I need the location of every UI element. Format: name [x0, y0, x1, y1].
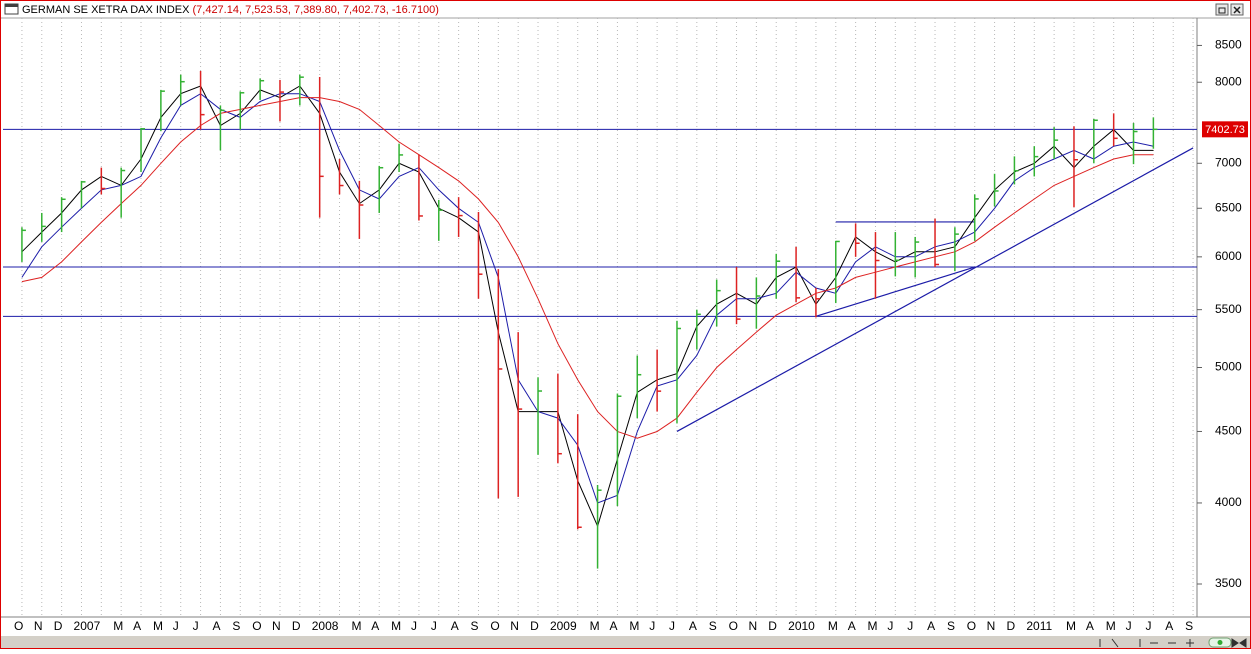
x-tick-label: A — [1086, 619, 1094, 633]
x-tick-label: J — [431, 619, 437, 633]
x-tick-label: A — [927, 619, 935, 633]
restore-button[interactable] — [1215, 3, 1229, 16]
y-tick-label: 6000 — [1215, 249, 1242, 263]
moving-average — [21, 93, 1154, 504]
x-tick-label: J — [1126, 619, 1132, 633]
title-bar — [0, 0, 1251, 19]
moving-average — [21, 97, 1154, 439]
x-tick-label: S — [947, 619, 955, 633]
x-tick-label: M — [828, 619, 838, 633]
x-tick-label: M — [629, 619, 639, 633]
y-tick-label: 8000 — [1215, 74, 1242, 88]
x-tick-label: 2007 — [74, 619, 101, 633]
x-tick-label: A — [371, 619, 379, 633]
x-tick-label: 2009 — [550, 619, 577, 633]
x-tick-label: N — [748, 619, 757, 633]
moving-average — [21, 85, 1154, 528]
x-tick-label: M — [113, 619, 123, 633]
y-tick-label: 4000 — [1215, 495, 1242, 509]
x-tick-label: O — [14, 619, 23, 633]
y-tick-label: 5500 — [1215, 302, 1242, 316]
x-tick-label: J — [193, 619, 199, 633]
price-tag — [1202, 121, 1248, 138]
y-tick-label: 3500 — [1215, 576, 1242, 590]
x-tick-label: J — [887, 619, 893, 633]
y-tick-label: 6500 — [1215, 200, 1242, 214]
x-tick-label: D — [768, 619, 777, 633]
x-tick-label: D — [1007, 619, 1016, 633]
x-tick-label: J — [669, 619, 675, 633]
x-tick-label: S — [709, 619, 717, 633]
x-tick-label: O — [252, 619, 261, 633]
restore-glyph — [1218, 7, 1226, 14]
trendline — [815, 266, 975, 317]
x-tick-label: O — [729, 619, 738, 633]
window-icon-bar — [5, 4, 18, 7]
chart-title: GERMAN SE XETRA DAX INDEX — [22, 4, 190, 16]
x-tick-label: 2011 — [1026, 619, 1052, 633]
trendline — [676, 147, 1194, 432]
x-tick-label: J — [411, 619, 417, 633]
x-tick-label: M — [1066, 619, 1076, 633]
x-tick-label: A — [1165, 619, 1173, 633]
x-tick-label: N — [34, 619, 43, 633]
x-tick-label: A — [610, 619, 618, 633]
x-tick-label: J — [1145, 619, 1151, 633]
x-tick-label: J — [649, 619, 655, 633]
x-tick-label: J — [907, 619, 913, 633]
x-tick-label: S — [1185, 619, 1193, 633]
x-tick-label: M — [1106, 619, 1116, 633]
x-tick-label: N — [272, 619, 281, 633]
x-tick-label: D — [54, 619, 63, 633]
x-tick-label: M — [351, 619, 361, 633]
toolbar-glyphs[interactable] — [1099, 638, 1247, 648]
x-tick-label: O — [490, 619, 499, 633]
x-tick-label: J — [173, 619, 179, 633]
x-tick-label: M — [590, 619, 600, 633]
x-tick-label: A — [213, 619, 221, 633]
close-glyph — [1233, 6, 1241, 14]
x-tick-label: N — [510, 619, 519, 633]
x-tick-label: M — [868, 619, 878, 633]
y-tick-label: 4500 — [1215, 424, 1242, 438]
x-tick-label: S — [471, 619, 479, 633]
x-tick-label: A — [848, 619, 856, 633]
y-tick-label: 8500 — [1215, 38, 1242, 52]
x-tick-label: S — [232, 619, 240, 633]
price-tag-label: 7402.73 — [1205, 124, 1245, 136]
x-tick-label: N — [987, 619, 996, 633]
x-tick-label: A — [451, 619, 459, 633]
y-tick-label: 5000 — [1215, 360, 1242, 374]
y-tick-label: 7000 — [1215, 155, 1242, 169]
x-tick-label: M — [153, 619, 163, 633]
x-tick-label: A — [689, 619, 697, 633]
x-tick-label: O — [967, 619, 976, 633]
x-tick-label: D — [292, 619, 301, 633]
x-tick-label: 2008 — [312, 619, 339, 633]
x-tick-label: 2010 — [788, 619, 815, 633]
status-dot — [1217, 640, 1223, 645]
x-tick-label: A — [133, 619, 141, 633]
status-bar — [1, 636, 1250, 648]
plot-area: O N D 2007 M A M J J A S O N D 2008 M A M J J A S O N D 2009 M A M J J… — [3, 18, 1248, 633]
x-tick-label: M — [391, 619, 401, 633]
quote: (7,427.14, 7,523.53, 7,389.80, 7,402.73,… — [192, 4, 438, 16]
x-tick-label: D — [530, 619, 539, 633]
